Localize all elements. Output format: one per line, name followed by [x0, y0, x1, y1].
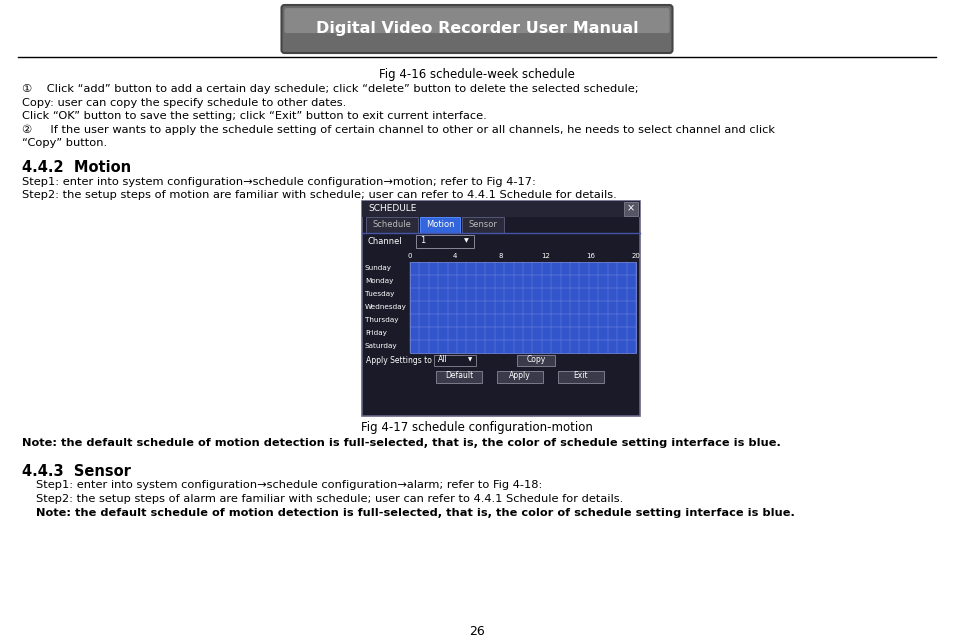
- Bar: [361, 200, 639, 216]
- Text: Wednesday: Wednesday: [365, 304, 406, 310]
- Text: Digital Video Recorder User Manual: Digital Video Recorder User Manual: [315, 22, 638, 36]
- Text: ①    Click “add” button to add a certain day schedule; click “delete” button to : ① Click “add” button to add a certain da…: [22, 84, 638, 94]
- Text: Note: the default schedule of motion detection is full-selected, that is, the co: Note: the default schedule of motion det…: [22, 438, 781, 448]
- Text: Saturday: Saturday: [365, 343, 397, 349]
- Bar: [558, 371, 603, 382]
- Text: Copy: user can copy the specify schedule to other dates.: Copy: user can copy the specify schedule…: [22, 97, 346, 107]
- Text: Step1: enter into system configuration→schedule configuration→motion; refer to F: Step1: enter into system configuration→s…: [22, 177, 536, 187]
- Text: ×: ×: [626, 204, 635, 214]
- Bar: [517, 354, 555, 366]
- Text: “Copy” button.: “Copy” button.: [22, 138, 107, 148]
- Bar: [434, 354, 476, 366]
- Bar: [410, 261, 636, 352]
- Text: Tuesday: Tuesday: [365, 291, 394, 297]
- Text: Motion: Motion: [425, 220, 454, 229]
- Text: Monday: Monday: [365, 278, 393, 284]
- FancyBboxPatch shape: [284, 8, 669, 33]
- Text: Sunday: Sunday: [365, 265, 392, 271]
- Text: Note: the default schedule of motion detection is full-selected, that is, the co: Note: the default schedule of motion det…: [36, 508, 794, 518]
- Text: Click “OK” button to save the setting; click “Exit” button to exit current inter: Click “OK” button to save the setting; c…: [22, 111, 486, 121]
- Text: ②     If the user wants to apply the schedule setting of certain channel to othe: ② If the user wants to apply the schedul…: [22, 125, 774, 135]
- Text: Friday: Friday: [365, 330, 387, 336]
- Bar: [410, 261, 636, 352]
- Text: 4.4.2  Motion: 4.4.2 Motion: [22, 160, 131, 175]
- Text: All: All: [437, 355, 447, 364]
- Bar: [436, 371, 481, 382]
- Text: Step2: the setup steps of motion are familiar with schedule; user can refer to 4: Step2: the setup steps of motion are fam…: [22, 191, 616, 200]
- Text: Fig 4-16 schedule-week schedule: Fig 4-16 schedule-week schedule: [378, 68, 575, 81]
- Text: SCHEDULE: SCHEDULE: [368, 204, 416, 213]
- Text: 4: 4: [453, 253, 456, 259]
- Text: Fig 4-17 schedule configuration-motion: Fig 4-17 schedule configuration-motion: [360, 422, 593, 434]
- Text: Step2: the setup steps of alarm are familiar with schedule; user can refer to 4.: Step2: the setup steps of alarm are fami…: [36, 494, 622, 504]
- Text: Step1: enter into system configuration→schedule configuration→alarm; refer to Fi: Step1: enter into system configuration→s…: [36, 481, 542, 490]
- Text: 8: 8: [497, 253, 502, 259]
- Text: Copy: Copy: [526, 355, 545, 364]
- Text: 16: 16: [586, 253, 595, 259]
- Text: Default: Default: [444, 371, 473, 380]
- Bar: [416, 235, 474, 247]
- Text: 0: 0: [407, 253, 412, 259]
- Text: 12: 12: [540, 253, 550, 259]
- Text: 20: 20: [631, 253, 639, 259]
- Text: Sensor: Sensor: [468, 220, 497, 229]
- Text: ▼: ▼: [467, 357, 472, 362]
- Text: Apply Settings to: Apply Settings to: [366, 356, 432, 365]
- Text: Schedule: Schedule: [373, 220, 411, 229]
- Text: Thursday: Thursday: [365, 317, 398, 323]
- Text: Apply: Apply: [509, 371, 530, 380]
- Text: 1: 1: [419, 236, 425, 245]
- FancyBboxPatch shape: [281, 5, 672, 53]
- Bar: [461, 216, 503, 233]
- Bar: [623, 202, 638, 216]
- Text: 26: 26: [469, 625, 484, 636]
- Text: Exit: Exit: [573, 371, 588, 380]
- Bar: [361, 200, 639, 415]
- Text: Channel: Channel: [368, 237, 402, 246]
- Text: ▼: ▼: [463, 238, 468, 243]
- Bar: [366, 216, 417, 233]
- Bar: [419, 216, 459, 233]
- Text: 4.4.3  Sensor: 4.4.3 Sensor: [22, 464, 131, 478]
- Bar: [497, 371, 542, 382]
